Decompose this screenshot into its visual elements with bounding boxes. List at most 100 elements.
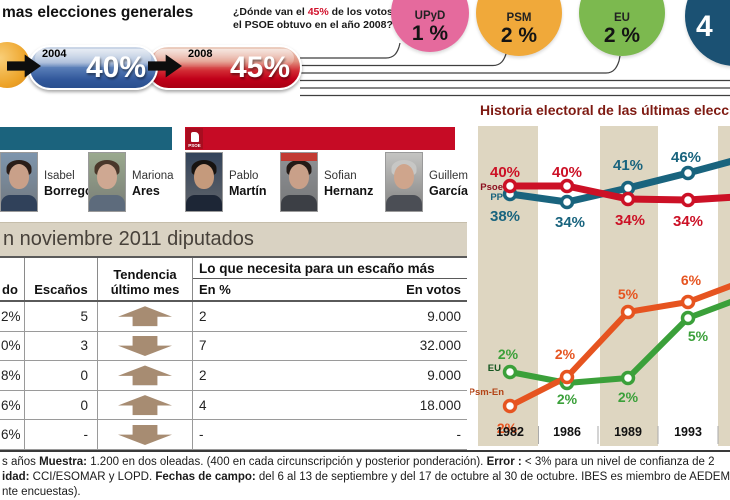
footer-bold-segment: idad: (2, 471, 30, 483)
cell-needs-percent: 2 (199, 367, 207, 383)
badge-name: UPyD (414, 10, 446, 22)
footer-line: s años Muestra: 1.200 en dos oleadas. (4… (2, 455, 730, 470)
chart-title: Historia electoral de las últimas elecci… (480, 102, 730, 118)
sub-col-votes: En votos (406, 282, 461, 297)
x-axis-label-1986: 1986 (553, 425, 581, 439)
cell-needs: 2 9.000 (193, 361, 467, 390)
photo-shoulders (89, 195, 125, 211)
badge-value: 2 % (500, 24, 538, 47)
data-point-psm-en-1989 (620, 304, 636, 320)
history-chart-block: 38% 34% 41% 46% PP 40% 40% 34% 34% Psoe 2% 2% 2% 5% EU… (470, 100, 730, 450)
table-row: 6% - - - (0, 420, 467, 450)
cell-needs-percent: - (199, 427, 204, 443)
candidate-name: Pablo Martín (229, 169, 267, 212)
party-badge-upyd: UPyD 1 % (391, 0, 469, 52)
series-name-psm-en: Psm-En (470, 387, 504, 398)
badge-name: EU (614, 12, 630, 24)
pp-party-bar (0, 127, 172, 150)
value-label-psm-en-1993: 6% (681, 272, 702, 288)
data-point-eu-1993 (680, 310, 696, 326)
photo-face (194, 164, 214, 189)
candidate-name: Mariona Ares (132, 169, 174, 212)
photo-shoulders (186, 195, 222, 211)
cell-result: 6% (0, 390, 25, 420)
candidate-first-name: Sofian (324, 170, 357, 182)
cell-needs-votes: 9.000 (427, 367, 461, 383)
cell-needs-votes: 9.000 (427, 308, 461, 324)
value-label-psm-en-1982: 2% (497, 420, 518, 436)
badge-value: 2 % (603, 24, 641, 47)
data-point-psoe-1989 (620, 191, 636, 207)
cell-needs: 4 18.000 (193, 391, 467, 420)
value-label-psm-en-1989: 5% (618, 286, 639, 302)
data-point-psm-en-1993 (680, 294, 696, 310)
candidate-first-name: Pablo (229, 170, 259, 182)
pill-value-label: 40% (85, 51, 146, 84)
candidate-first-name: Guillem (429, 170, 468, 182)
trend-up-arrow-icon (118, 365, 172, 386)
candidate-name: Guillem García (429, 169, 468, 212)
value-label-psoe-1986: 40% (552, 164, 582, 181)
data-point-psoe-1993 (680, 192, 696, 208)
cell-trend (98, 390, 193, 420)
footer-segment: < 3% para un nivel de confianza de 2 (521, 456, 715, 468)
footer-line: nte encuestas). (2, 485, 730, 500)
candidate-borrego: Isabel Borrego (0, 152, 93, 212)
cell-seats: 5 (25, 302, 98, 331)
candidate-last-name: García (429, 184, 468, 198)
value-label-eu-1986: 2% (557, 391, 578, 407)
data-point-eu-1982 (502, 364, 518, 380)
value-label-psoe-1989: 34% (615, 212, 645, 229)
candidate-ares: Mariona Ares (88, 152, 174, 212)
data-point-pp-1986 (559, 194, 575, 210)
cell-seats: - (25, 420, 98, 449)
needs-sub-header: En % En votos (193, 279, 467, 300)
connector-line-upyd (300, 42, 401, 59)
candidate-name: Sofian Hernanz (324, 169, 373, 212)
history-chart-svg: 38% 34% 41% 46% PP 40% 40% 34% 34% Psoe 2% 2% 2% 5% EU… (470, 126, 730, 446)
trend-down-arrow-icon (118, 425, 172, 445)
trend-up-arrow-icon (118, 306, 172, 327)
candidate-photo (0, 152, 38, 212)
value-label-psoe-1993: 34% (673, 213, 703, 230)
sub-col-percent: En % (199, 282, 231, 297)
value-label-pp-1982: 38% (490, 208, 520, 225)
needs-group-header: Lo que necesita para un escaño más (193, 258, 467, 279)
photo-face (394, 164, 414, 189)
cell-trend (98, 302, 193, 331)
psoe-logo: PSOE (186, 128, 203, 149)
pill-year-label: 2004 (42, 48, 67, 60)
cell-needs-votes: 18.000 (419, 397, 461, 413)
cell-needs: -- (193, 420, 467, 449)
cell-seats: 0 (25, 390, 98, 420)
x-axis-label-1982: 1982 (496, 425, 524, 439)
cell-result: 2% (0, 302, 25, 331)
candidate-name: Isabel Borrego (44, 169, 93, 212)
col-needs-header: Lo que necesita para un escaño más En % … (193, 258, 467, 300)
data-point-psm-en-1982 (502, 398, 518, 414)
cell-result: 6% (0, 420, 25, 449)
candidate-first-name: Isabel (44, 170, 75, 182)
footer-line: idad: CCI/ESOMAR y LOPD. Fechas de campo… (2, 470, 730, 485)
table-row: 2% 5 2 9.000 (0, 302, 467, 332)
value-label-psm-en-1986: 2% (555, 346, 576, 362)
candidate-last-name: Martín (229, 184, 267, 198)
candidate-hernanz: Sofian Hernanz (280, 152, 373, 212)
timeline-pill-2004: 2004 40% (28, 45, 158, 90)
cell-trend (98, 331, 193, 361)
series-name-pp: PP (490, 192, 503, 203)
badge-value: 4 (696, 10, 713, 43)
candidate-photo (385, 152, 423, 212)
party-badge-cut: 4 (685, 0, 730, 66)
cell-result: 8% (0, 361, 25, 390)
cell-needs-percent: 2 (199, 308, 207, 324)
data-point-psm-en-1986 (559, 369, 575, 385)
table-body: 2% 5 2 9.000 0% 3 7 32.000 8% 0 2 9.000 6% 0 4 18.000 6%… (0, 302, 467, 450)
x-axis-label-1993: 1993 (674, 425, 702, 439)
cell-seats: 3 (25, 331, 98, 361)
photo-face (289, 164, 309, 189)
footer-segment: del 6 al 13 de septiembre y del 17 de oc… (255, 471, 730, 483)
footer-bold-segment: Muestra: (39, 456, 88, 468)
data-point-pp-1993 (680, 165, 696, 181)
col-trend-header: Tendencia último mes (98, 258, 193, 300)
